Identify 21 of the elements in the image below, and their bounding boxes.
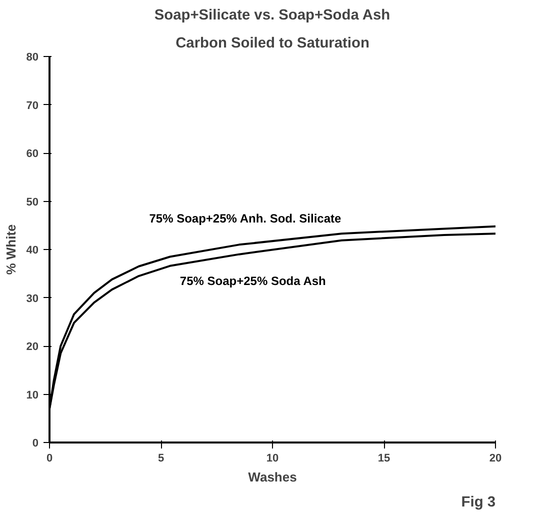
series-label: 75% Soap+25% Soda Ash xyxy=(180,274,326,288)
y-tick-label: 0 xyxy=(32,438,39,450)
y-tick-label: 50 xyxy=(26,196,39,208)
chart-title: Soap+Silicate vs. Soap+Soda Ash xyxy=(154,8,390,24)
y-tick-label: 40 xyxy=(26,244,39,256)
x-axis-title: Washes xyxy=(248,470,297,484)
y-tick-label: 20 xyxy=(26,341,39,353)
y-tick-label: 30 xyxy=(26,292,39,305)
x-tick-label: 0 xyxy=(46,452,53,464)
x-tick-label: 10 xyxy=(266,452,279,464)
series-label: 75% Soap+25% Anh. Sod. Silicate xyxy=(149,212,342,226)
caption: Fig 3 xyxy=(461,494,496,510)
x-tick-label: 5 xyxy=(158,452,164,464)
y-tick-label: 60 xyxy=(26,148,39,160)
y-tick-label: 70 xyxy=(26,100,39,112)
y-tick-label: 80 xyxy=(26,52,39,64)
x-tick-label: 20 xyxy=(489,452,502,464)
y-tick-label: 10 xyxy=(26,389,39,402)
chart-subtitle: Carbon Soiled to Saturation xyxy=(176,36,370,52)
x-tick-label: 15 xyxy=(378,452,390,464)
y-axis-title: % White xyxy=(3,224,18,275)
